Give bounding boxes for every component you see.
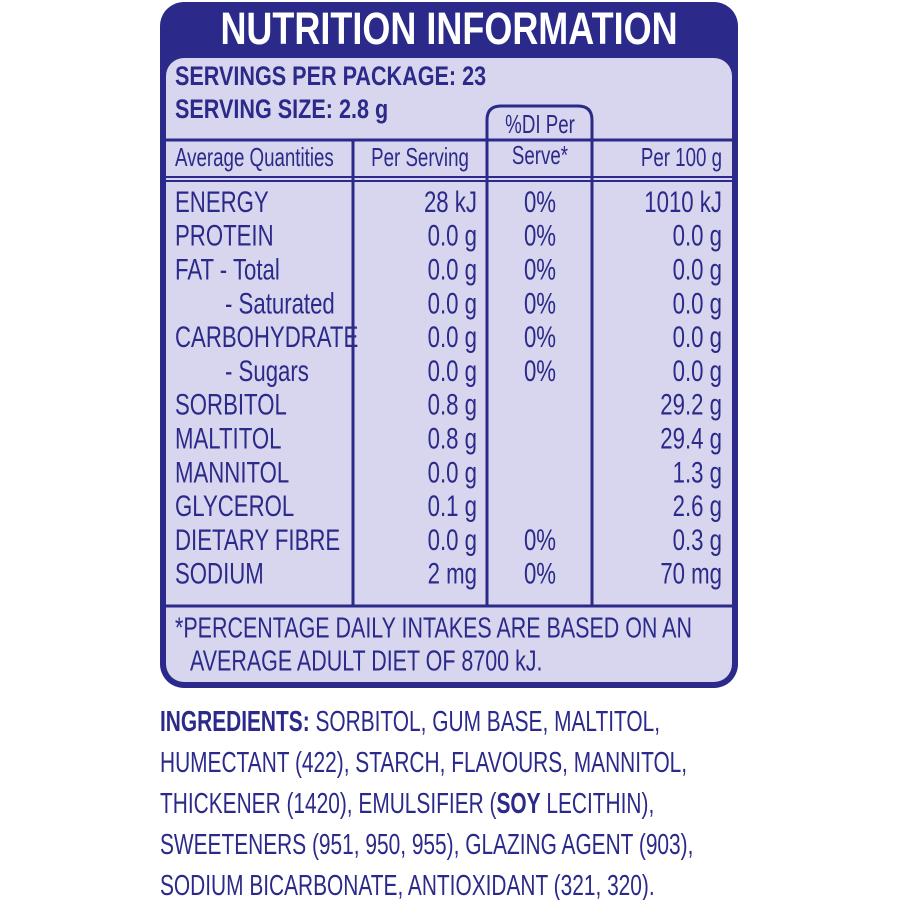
per-serving: 0.0 g xyxy=(428,252,477,286)
daily-intake: 0% xyxy=(524,252,556,286)
per-serving: 2 mg xyxy=(428,556,477,590)
per-100g: 0.3 g xyxy=(673,523,722,557)
nutrient-name: - Saturated xyxy=(225,286,335,320)
nutrient-name: MANNITOL xyxy=(175,455,289,489)
column-header: Per Serving xyxy=(371,142,469,172)
footnote: *PERCENTAGE DAILY INTAKES ARE BASED ON A… xyxy=(175,613,692,645)
per-100g: 70 mg xyxy=(660,556,722,590)
per-serving: 0.0 g xyxy=(428,286,477,320)
per-100g: 1.3 g xyxy=(673,455,722,489)
per-serving: 0.8 g xyxy=(428,421,477,455)
ingredients: INGREDIENTS: SORBITOL, GUM BASE, MALTITO… xyxy=(160,702,754,900)
nutrient-name: GLYCEROL xyxy=(175,489,294,523)
nutrient-name: FAT - Total xyxy=(175,252,280,286)
ingredients-text: LECITHIN), SWEETENERS (951, 950, 955), G… xyxy=(160,788,694,900)
daily-intake: 0% xyxy=(524,320,556,354)
per-serving: 0.0 g xyxy=(428,523,477,557)
per-100g: 0.0 g xyxy=(673,252,722,286)
title: NUTRITION INFORMATION xyxy=(220,3,677,54)
di-tab xyxy=(485,104,594,140)
nutrient-name: MALTITOL xyxy=(175,421,281,455)
per-100g: 0.0 g xyxy=(673,320,722,354)
nutrient-name: - Sugars xyxy=(225,354,309,388)
nutrient-name: PROTEIN xyxy=(175,218,274,252)
per-100g: 0.0 g xyxy=(673,286,722,320)
footnote: AVERAGE ADULT DIET OF 8700 kJ. xyxy=(190,646,542,678)
per-100g: 29.4 g xyxy=(660,421,722,455)
per-100g: 2.6 g xyxy=(673,489,722,523)
nutrition-panel: NUTRITION INFORMATION SERVINGS PER PACKAG… xyxy=(160,2,738,688)
nutrient-name: SORBITOL xyxy=(175,387,287,421)
servings-per-package: SERVINGS PER PACKAGE: 23 xyxy=(175,62,486,92)
per-100g: 0.0 g xyxy=(673,218,722,252)
nutrient-name: ENERGY xyxy=(175,185,269,219)
column-header: Per 100 g xyxy=(641,142,722,172)
daily-intake: 0% xyxy=(524,354,556,388)
column-header: %DI Per xyxy=(505,109,575,139)
per-serving: 0.0 g xyxy=(428,320,477,354)
daily-intake: 0% xyxy=(524,185,556,219)
daily-intake: 0% xyxy=(524,523,556,557)
nutrient-name: DIETARY FIBRE xyxy=(175,523,340,557)
column-header: Average Quantities xyxy=(175,142,334,172)
per-100g: 0.0 g xyxy=(673,354,722,388)
per-serving: 0.0 g xyxy=(428,455,477,489)
ingredients-text: SORBITOL, GUM BASE, MALTITOL, HUMECTANT … xyxy=(160,706,688,820)
per-serving: 0.0 g xyxy=(428,354,477,388)
daily-intake: 0% xyxy=(524,556,556,590)
column-header: Serve* xyxy=(512,140,568,170)
serving-size: SERVING SIZE: 2.8 g xyxy=(175,95,388,125)
ingredients-label: INGREDIENTS: xyxy=(160,706,310,738)
per-serving: 0.0 g xyxy=(428,218,477,252)
nutrient-name: CARBOHYDRATE xyxy=(175,320,358,354)
nutrient-name: SODIUM xyxy=(175,556,264,590)
allergen: SOY xyxy=(496,788,541,820)
daily-intake: 0% xyxy=(524,218,556,252)
daily-intake: 0% xyxy=(524,286,556,320)
per-100g: 29.2 g xyxy=(660,387,722,421)
per-serving: 28 kJ xyxy=(424,185,477,219)
per-serving: 0.1 g xyxy=(428,489,477,523)
per-serving: 0.8 g xyxy=(428,387,477,421)
per-100g: 1010 kJ xyxy=(644,185,722,219)
